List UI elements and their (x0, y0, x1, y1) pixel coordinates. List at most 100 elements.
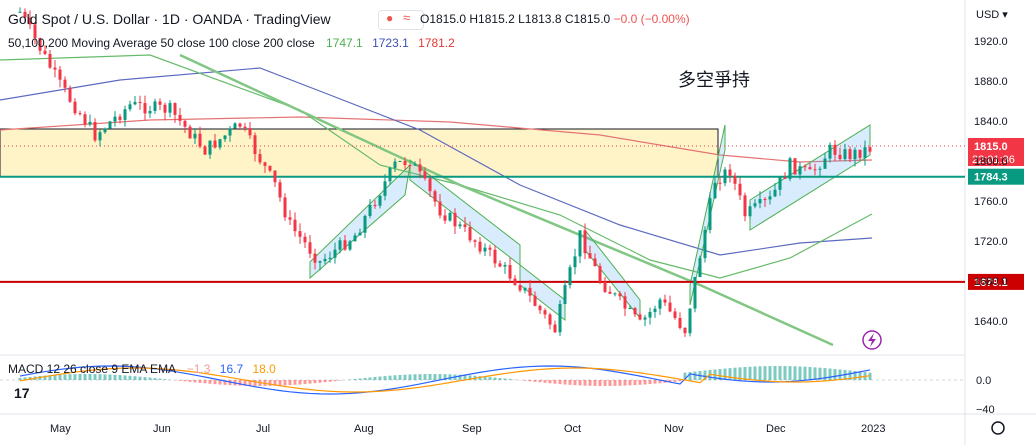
macd-histogram-bar (438, 374, 442, 380)
macd-histogram-bar (378, 376, 382, 380)
macd-signal-value: 18.0 (252, 362, 276, 376)
candle-body (713, 182, 717, 199)
candle-body (523, 287, 527, 291)
candle-body (308, 242, 312, 254)
candle-body (503, 264, 507, 267)
candle-body (508, 264, 512, 279)
candle-body (493, 249, 497, 264)
macd-histogram-bar (793, 366, 797, 380)
macd-histogram-bar (848, 370, 852, 380)
candle-body (763, 199, 767, 201)
candle-body (263, 162, 267, 166)
candle-body (708, 198, 712, 230)
macd-histogram-bar (638, 380, 642, 385)
macd-histogram-bar (188, 380, 192, 382)
ohlc-open: O1815.0 (420, 12, 467, 26)
candle-body (688, 308, 692, 334)
macd-histogram-bar (103, 374, 107, 380)
candle-body (228, 128, 232, 136)
candle-body (513, 278, 517, 286)
macd-histogram-bar (678, 380, 682, 382)
price-tick-2: 1880.0 (974, 76, 1008, 88)
candle-body (778, 177, 782, 190)
candle-body (443, 215, 447, 221)
macd-histogram-bar (98, 374, 102, 380)
candle-body (313, 253, 317, 263)
macd-histogram-bar (68, 374, 72, 380)
macd-histogram-bar (73, 374, 77, 380)
candle-body (238, 123, 242, 127)
macd-histogram-bar (478, 376, 482, 380)
macd-histogram-bar (868, 372, 872, 380)
candle-body (343, 240, 347, 250)
time-tick-7: Nov (664, 423, 684, 435)
macd-histogram-bar (503, 378, 507, 380)
macd-hist-value: −1.3 (186, 362, 211, 376)
candle-body (813, 169, 817, 171)
macd-histogram-bar (653, 380, 657, 384)
candle-body (653, 308, 657, 312)
macd-histogram-bar (858, 371, 862, 380)
candle-body (323, 258, 327, 262)
candle-body (278, 182, 282, 198)
macd-histogram-bar (428, 374, 432, 380)
candle-body (408, 165, 412, 167)
candle-body (418, 164, 422, 172)
currency-select[interactable]: USD ▾ (976, 8, 1008, 21)
candle-body (288, 217, 292, 220)
candle-body (143, 103, 147, 114)
candle-body (158, 101, 162, 105)
macd-histogram-bar (483, 376, 487, 380)
macd-histogram-bar (403, 374, 407, 380)
macd-histogram-bar (178, 380, 182, 381)
candle-body (548, 314, 552, 325)
candle-body (643, 317, 647, 320)
candle-body (148, 110, 152, 114)
candle-body (498, 263, 502, 267)
macd-histogram-bar (658, 380, 662, 384)
candle-body (843, 149, 847, 160)
candle-body (268, 165, 272, 171)
macd-histogram-bar (828, 368, 832, 380)
visibility-toggle[interactable] (378, 10, 424, 30)
macd-histogram-bar (723, 368, 727, 380)
ma100-value: 1723.1 (372, 36, 409, 50)
macd-histogram-bar (543, 380, 547, 383)
macd-histogram-bar (733, 367, 737, 380)
candle-body (83, 114, 87, 125)
gear-icon (991, 421, 1005, 435)
macd-histogram-bar (753, 366, 757, 380)
macd-histogram-bar (458, 374, 462, 380)
ma-legend[interactable]: 50,100,200 Moving Average 50 close 100 c… (8, 36, 455, 50)
macd-histogram-bar (773, 366, 777, 380)
macd-histogram-bar (78, 374, 82, 380)
macd-histogram-bar (443, 374, 447, 380)
macd-histogram-bar (788, 366, 792, 380)
candle-body (88, 121, 92, 125)
macd-histogram-bar (418, 374, 422, 380)
candle-body (163, 104, 167, 113)
macd-legend[interactable]: MACD 12 26 close 9 EMA EMA −1.3 16.7 18.… (8, 362, 276, 376)
countdown-label: 22:01:36 (972, 154, 1015, 166)
macd-histogram-bar (143, 377, 147, 380)
candle-body (273, 170, 277, 183)
candle-body (568, 267, 572, 286)
macd-histogram-bar (283, 380, 287, 386)
macd-histogram-bar (373, 376, 377, 380)
candle-body (768, 196, 772, 200)
chart-annotation: 多空爭持 (678, 70, 750, 91)
wave-icon[interactable]: ≈ (403, 10, 411, 25)
candle-body (398, 160, 402, 162)
candle-body (173, 103, 177, 115)
macd-histogram-bar (763, 366, 767, 380)
eye-icon[interactable]: ● (386, 11, 394, 25)
candle-body (703, 229, 707, 259)
candle-body (103, 128, 107, 133)
candle-body (153, 101, 157, 111)
candle-body (783, 177, 787, 179)
macd-histogram-bar (808, 367, 812, 380)
candle-body (683, 327, 687, 334)
candle-body (393, 161, 397, 168)
candle-body (693, 276, 697, 309)
